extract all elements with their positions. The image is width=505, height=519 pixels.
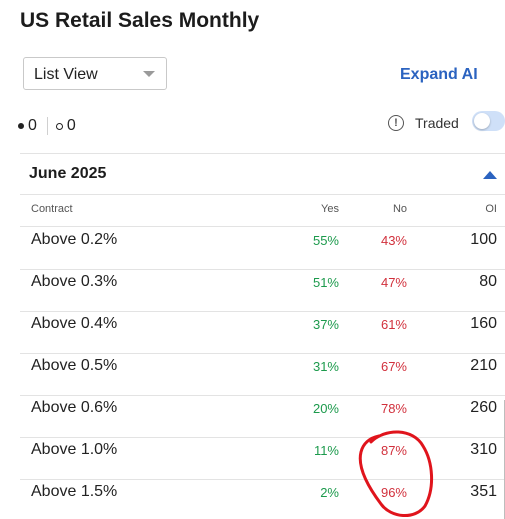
header-no: No [392,203,407,215]
no-price[interactable]: 87% [380,443,407,458]
toggle-knob [474,113,490,129]
table-row[interactable]: Above 1.5% 2% 96% 351 [0,480,505,519]
no-price[interactable]: 78% [380,401,407,416]
divider [20,194,505,195]
table-row[interactable]: Above 0.4% 37% 61% 160 [0,312,505,354]
contract-name: Above 0.6% [31,399,118,416]
header-contract: Contract [31,203,73,215]
contract-name: Above 0.3% [31,273,118,290]
table-row[interactable]: Above 1.0% 11% 87% 310 [0,438,505,480]
divider [20,226,505,227]
contract-name: Above 1.0% [31,441,118,458]
traded-label: Traded [415,115,459,131]
yes-price[interactable]: 51% [312,275,339,290]
no-price[interactable]: 61% [380,317,407,332]
table-row[interactable]: Above 0.2% 55% 43% 100 [0,228,505,270]
row-divider [20,353,505,354]
open-interest: 260 [470,399,497,416]
divider [20,153,505,154]
no-price[interactable]: 96% [380,485,407,500]
yes-price[interactable]: 55% [312,233,339,248]
contract-name: Above 1.5% [31,483,118,500]
yes-price[interactable]: 31% [312,359,339,374]
table-header: Contract Yes No OI [0,203,505,219]
contract-name: Above 0.2% [31,231,118,248]
yes-price[interactable]: 11% [313,443,339,458]
position-counts: 0 0 [18,116,76,136]
open-interest: 100 [470,231,497,248]
page-title: US Retail Sales Monthly [20,9,260,32]
open-interest: 310 [470,441,497,458]
header-oi: OI [485,203,497,215]
open-interest: 210 [470,357,497,374]
hollow-count: 0 [66,117,76,134]
yes-price[interactable]: 2% [320,485,339,500]
row-divider [20,269,505,270]
traded-filter: ! Traded [388,112,459,134]
table-row[interactable]: Above 0.5% 31% 67% 210 [0,354,505,396]
info-icon[interactable]: ! [388,115,404,131]
filled-dot-icon [18,123,24,129]
table-row[interactable]: Above 0.6% 20% 78% 260 [0,396,505,438]
count-divider [46,117,48,135]
no-price[interactable]: 67% [380,359,407,374]
open-interest: 160 [470,315,497,332]
no-price[interactable]: 47% [380,275,407,290]
yes-price[interactable]: 37% [312,317,339,332]
hollow-dot-icon [55,122,63,130]
row-divider [20,311,505,312]
contract-name: Above 0.5% [31,357,118,374]
traded-toggle[interactable] [472,111,505,131]
chevron-down-icon [143,71,155,77]
no-price[interactable]: 43% [380,233,407,248]
yes-price[interactable]: 20% [312,401,339,416]
header-yes: Yes [321,203,339,215]
row-divider [20,395,505,396]
view-select[interactable]: List View [23,57,167,90]
caret-up-icon[interactable] [483,171,497,179]
expand-link[interactable]: Expand AI [400,66,478,83]
open-interest: 80 [479,273,497,290]
row-divider [20,479,505,480]
table-row[interactable]: Above 0.3% 51% 47% 80 [0,270,505,312]
contract-name: Above 0.4% [31,315,118,332]
hand-drawn-circle-annotation [358,430,434,517]
open-interest: 351 [470,483,497,500]
section-month: June 2025 [29,165,107,182]
view-select-value: List View [34,66,98,83]
row-divider [20,437,505,438]
filled-count: 0 [28,117,37,134]
